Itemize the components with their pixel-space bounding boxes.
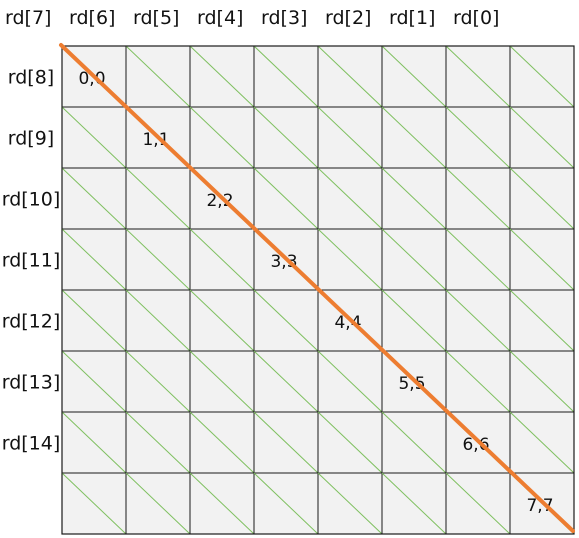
grid-border (61, 45, 575, 535)
cell-diagonal-line (61, 411, 127, 474)
cell-diagonal-line (61, 350, 127, 413)
cell-diagonal-line (253, 411, 319, 474)
cell-diagonal-line (125, 45, 191, 108)
column-label: rd[7] (5, 7, 51, 29)
cell-diagonal-line (317, 167, 383, 230)
cell-diagonal-line (445, 106, 511, 169)
cell-diagonal-line (381, 167, 447, 230)
cell-diagonal-line (253, 106, 319, 169)
cell-diagonal-line (381, 472, 447, 535)
cell-diagonal-line (317, 350, 383, 413)
cell-diagonal-line (189, 106, 255, 169)
column-label: rd[4] (197, 7, 243, 29)
cell-diagonal-line (125, 350, 191, 413)
cell-diagonal-line (125, 289, 191, 352)
cell-diagonal-line (509, 411, 575, 474)
cell-diagonal-line (381, 289, 447, 352)
cell-diagonal-line (509, 350, 575, 413)
cell-diagonal-line (189, 45, 255, 108)
cell-diagonal-line (445, 45, 511, 108)
row-label: rd[11] (2, 250, 61, 272)
cell-diagonal-line (61, 228, 127, 291)
cell-diagonal-line (509, 228, 575, 291)
cell-diagonal-line (317, 106, 383, 169)
cell-diagonal-line (189, 411, 255, 474)
cell-diagonal-line (445, 167, 511, 230)
cell-diagonal-line (189, 228, 255, 291)
diagonal-cell-label: 7,7 (526, 496, 553, 516)
cell-diagonal-line (189, 472, 255, 535)
cell-diagonal-line (125, 472, 191, 535)
cell-diagonal-line (189, 289, 255, 352)
cell-diagonal-line (317, 472, 383, 535)
column-label: rd[0] (453, 7, 499, 29)
cell-diagonal-line (317, 411, 383, 474)
cell-diagonal-line (253, 472, 319, 535)
diagonal-cell-label: 1,1 (142, 130, 169, 150)
cell-diagonal-line (189, 350, 255, 413)
column-label: rd[1] (389, 7, 435, 29)
cell-diagonal-line (125, 411, 191, 474)
diagonal-cell-label: 6,6 (462, 435, 489, 455)
cell-diagonal-line (381, 228, 447, 291)
row-label: rd[8] (8, 67, 54, 89)
row-label: rd[9] (8, 128, 54, 150)
cell-diagonal-line (125, 228, 191, 291)
main-diagonal-line (59, 43, 575, 533)
cell-diagonal-line (253, 289, 319, 352)
cell-diagonal-line (317, 45, 383, 108)
cell-diagonal-line (381, 106, 447, 169)
diagonal-cell-label: 5,5 (398, 374, 425, 394)
diagonal-cell-label: 3,3 (270, 252, 297, 272)
cell-diagonal-line (61, 289, 127, 352)
cell-diagonal-line (509, 289, 575, 352)
diagonal-cell-label: 4,4 (334, 313, 361, 333)
column-label: rd[2] (325, 7, 371, 29)
row-label: rd[13] (2, 372, 61, 394)
diagonal-cell-label: 2,2 (206, 191, 233, 211)
cell-diagonal-line (445, 472, 511, 535)
cell-diagonal-line (445, 289, 511, 352)
cell-diagonal-line (317, 228, 383, 291)
cell-diagonal-line (253, 350, 319, 413)
cell-diagonal-line (125, 167, 191, 230)
cell-diagonal-line (61, 106, 127, 169)
row-label: rd[12] (2, 311, 61, 333)
column-label: rd[5] (133, 7, 179, 29)
cell-diagonal-line (253, 45, 319, 108)
row-label: rd[14] (2, 433, 61, 455)
diagonal-cell-label: 0,0 (78, 69, 105, 89)
cell-diagonal-line (509, 45, 575, 108)
row-label: rd[10] (2, 189, 61, 211)
column-label: rd[6] (69, 7, 115, 29)
cell-diagonal-line (445, 350, 511, 413)
cell-diagonal-line (445, 228, 511, 291)
cell-diagonal-line (381, 45, 447, 108)
cell-diagonal-line (61, 167, 127, 230)
cell-diagonal-line (381, 411, 447, 474)
cell-diagonal-line (509, 106, 575, 169)
cell-diagonal-line (61, 472, 127, 535)
cell-diagonal-line (509, 167, 575, 230)
cell-diagonal-line (253, 167, 319, 230)
column-label: rd[3] (261, 7, 307, 29)
